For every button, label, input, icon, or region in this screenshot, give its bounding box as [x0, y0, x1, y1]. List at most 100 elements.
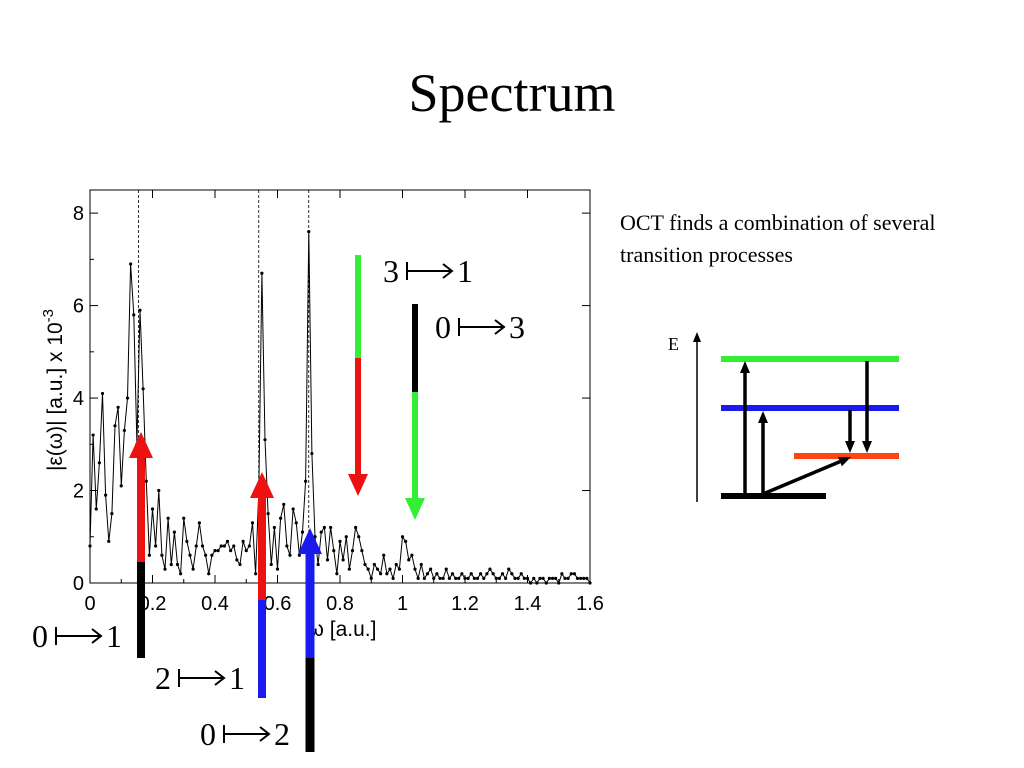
data-point [547, 576, 551, 580]
arrowhead [348, 474, 368, 496]
data-point [513, 576, 517, 580]
spectrum-chart: 0 0.2 0.4 0.6 0.8 1 1.2 1.4 1.6 0 2 4 6 8 ω [a.u.] |… [40, 189, 604, 641]
series-points [88, 230, 592, 585]
data-point [219, 544, 223, 548]
data-point [325, 558, 330, 562]
data-point [379, 572, 383, 576]
data-point [272, 525, 276, 530]
data-point [172, 530, 176, 534]
transition-from: 0 [200, 716, 216, 752]
data-point [250, 521, 255, 525]
data-point [247, 544, 251, 548]
data-point [554, 576, 558, 580]
data-point [269, 562, 273, 567]
data-point [141, 387, 145, 391]
transition-to: 1 [229, 660, 245, 696]
reference-lines [138, 190, 310, 583]
data-point [204, 553, 208, 557]
transition-to: 3 [509, 309, 525, 345]
data-point [107, 539, 111, 543]
mapsto-head [259, 726, 271, 742]
arrowhead [129, 432, 153, 458]
data-point [254, 572, 258, 576]
y-tick-label: 4 [73, 388, 84, 410]
data-point [232, 544, 236, 548]
data-point [335, 572, 339, 576]
x-tick-label: 0 [84, 593, 95, 615]
data-point [413, 567, 417, 571]
data-point [150, 507, 155, 511]
transition-3-1-arrow [862, 361, 872, 453]
data-point [344, 535, 348, 539]
data-point [563, 576, 567, 580]
data-point [194, 544, 198, 548]
x-tick-label: 0.6 [264, 593, 292, 615]
data-point [285, 544, 289, 548]
x-axis-ticks: 0 0.2 0.4 0.6 0.8 1 1.2 1.4 1.6 [84, 190, 604, 615]
energy-level-diagram: E [668, 332, 899, 502]
data-point [519, 572, 523, 576]
data-point [566, 576, 570, 580]
data-point [366, 567, 370, 571]
data-point [294, 521, 298, 525]
data-point [579, 576, 583, 580]
transition-labels: 0 12 10 23 10 3 [32, 253, 525, 752]
transition-0-1-arrow [762, 457, 851, 496]
data-point [338, 539, 342, 543]
arrowhead [405, 498, 425, 520]
x-tick-label: 1 [397, 593, 408, 615]
data-point [544, 581, 548, 585]
data-point [469, 572, 473, 576]
plot-frame [89, 189, 591, 584]
data-point [100, 391, 105, 396]
data-point [332, 549, 336, 553]
data-point [166, 516, 170, 520]
data-point [419, 562, 423, 567]
transition-to: 1 [106, 618, 122, 654]
data-point [122, 428, 126, 433]
data-point [354, 525, 358, 530]
data-point [500, 572, 505, 576]
data-point [575, 576, 580, 580]
transition-from: 0 [435, 309, 451, 345]
energy-axis-label: E [668, 334, 679, 354]
data-point [400, 535, 405, 539]
slide-title: Spectrum [408, 63, 616, 123]
data-point [307, 230, 311, 234]
y-axis-ticks: 0 2 4 6 8 [73, 203, 590, 595]
x-tick-label: 1.4 [514, 593, 542, 615]
data-point [522, 576, 526, 580]
data-point [300, 530, 305, 534]
data-point [516, 576, 520, 580]
data-point [129, 262, 133, 266]
data-point [191, 567, 195, 571]
data-point [244, 549, 248, 553]
transition-2-1-arrow [845, 410, 855, 453]
data-point [435, 572, 439, 576]
data-point [347, 567, 351, 571]
transition-arrows [129, 255, 425, 752]
data-point [363, 562, 367, 567]
y-tick-label: 0 [73, 573, 84, 595]
data-point [263, 438, 267, 442]
data-point [357, 535, 361, 539]
data-point [550, 576, 555, 580]
data-point [388, 567, 392, 571]
data-point [394, 562, 398, 567]
data-point [282, 502, 286, 506]
y-tick-label: 8 [73, 203, 84, 225]
data-point [216, 549, 220, 553]
data-point [144, 479, 148, 483]
data-point [407, 558, 411, 562]
data-point [104, 493, 108, 497]
data-point [557, 581, 561, 585]
data-point [447, 576, 451, 580]
data-point [288, 553, 292, 557]
data-point [197, 521, 201, 525]
data-point [382, 553, 386, 557]
data-point [329, 525, 333, 530]
mapsto-head [494, 319, 506, 335]
